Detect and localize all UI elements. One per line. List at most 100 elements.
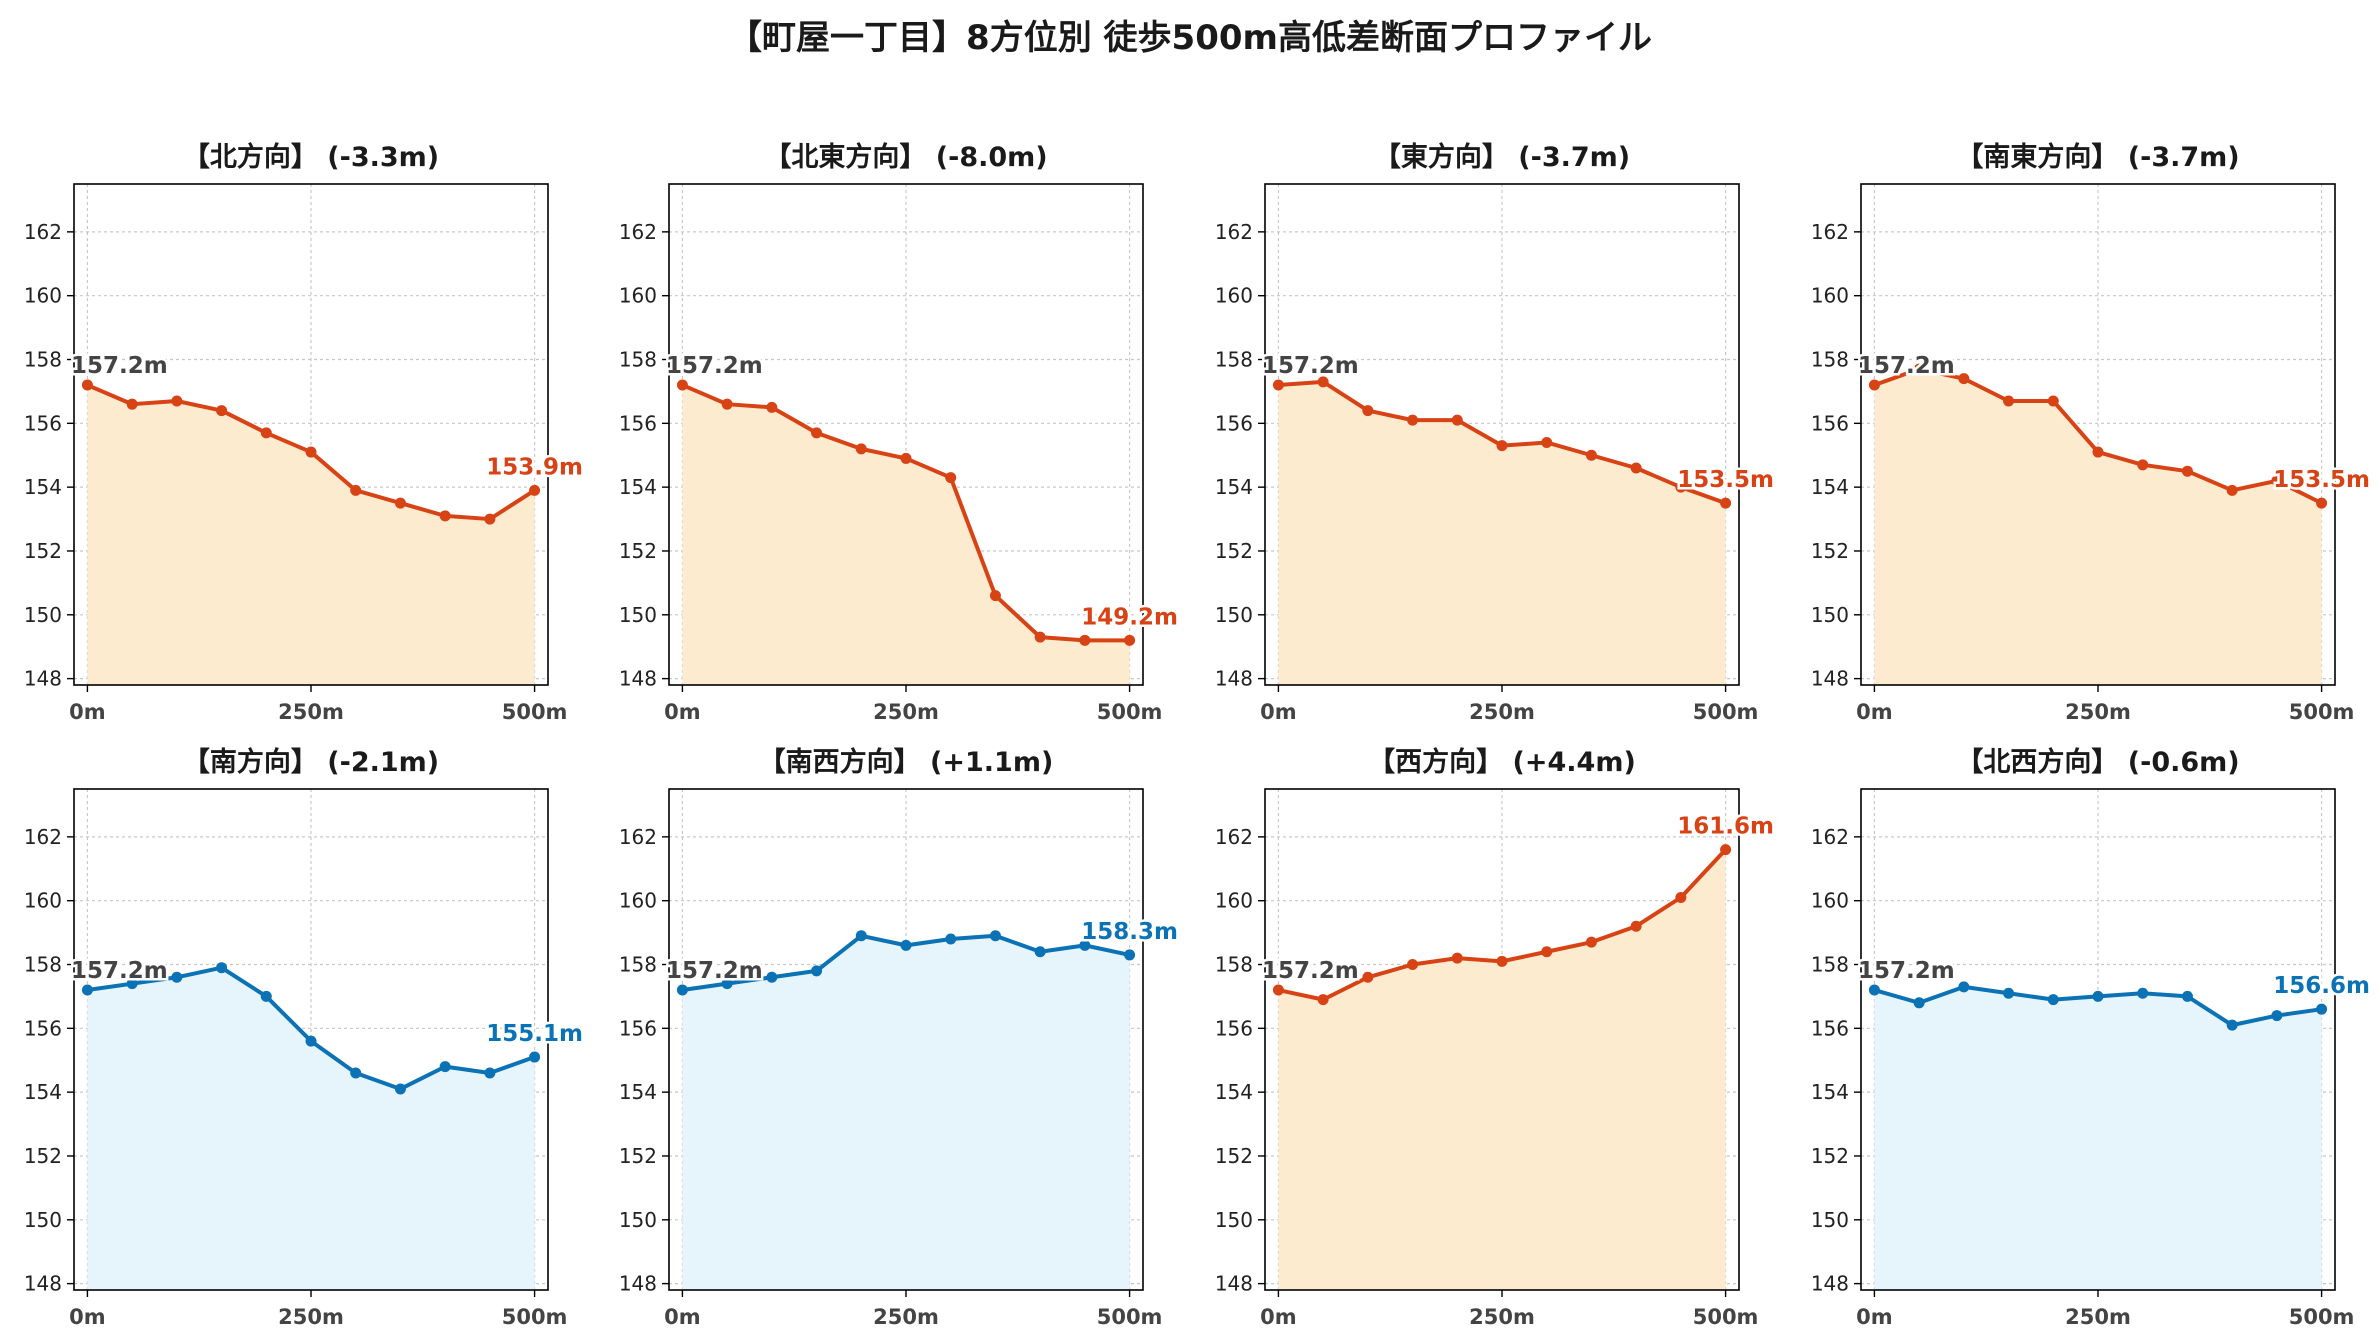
start-value-label: 157.2m — [71, 353, 168, 379]
data-point — [439, 510, 451, 522]
data-point — [2092, 446, 2104, 458]
data-point — [2092, 990, 2104, 1002]
start-value-label: 157.2m — [1858, 353, 1955, 379]
x-tick-label: 500m — [1097, 700, 1163, 724]
y-tick-label: 152 — [1215, 539, 1253, 563]
data-point — [1362, 405, 1374, 417]
data-point — [216, 405, 228, 417]
y-tick-label: 154 — [24, 1080, 62, 1104]
x-tick-label: 500m — [502, 1305, 568, 1329]
y-tick-label: 148 — [619, 1272, 657, 1296]
panel-6: 【西方向】 (+4.4m) 148 150 152 154 156 158 160 162 0m 2… — [1215, 746, 1777, 1329]
data-point — [484, 513, 496, 525]
data-point — [350, 484, 362, 496]
data-point — [2137, 987, 2149, 999]
data-point — [394, 1083, 406, 1095]
data-point — [350, 1067, 362, 1079]
y-tick-label: 148 — [1215, 667, 1253, 691]
y-tick-label: 148 — [619, 667, 657, 691]
x-tick-label: 0m — [1856, 700, 1893, 724]
data-point — [2226, 1019, 2238, 1031]
data-point — [2181, 990, 2193, 1002]
x-tick-label: 500m — [502, 700, 568, 724]
y-tick-label: 150 — [1811, 1208, 1849, 1232]
y-tick-label: 154 — [619, 1080, 657, 1104]
x-tick-label: 0m — [69, 1305, 106, 1329]
data-point — [81, 379, 93, 391]
y-tick-label: 154 — [1215, 1080, 1253, 1104]
y-tick-label: 160 — [1215, 284, 1253, 308]
data-point — [1451, 952, 1463, 964]
data-point — [484, 1067, 496, 1079]
data-point — [1124, 949, 1136, 961]
data-point — [989, 590, 1001, 602]
y-tick-label: 152 — [1811, 539, 1849, 563]
x-tick-label: 500m — [1693, 1305, 1759, 1329]
y-tick-label: 160 — [1811, 284, 1849, 308]
x-tick-label: 0m — [69, 700, 106, 724]
y-tick-label: 160 — [24, 889, 62, 913]
data-point — [126, 978, 138, 990]
y-tick-label: 152 — [619, 539, 657, 563]
data-point — [989, 930, 1001, 942]
data-point — [394, 497, 406, 509]
data-point — [1720, 497, 1732, 509]
panel-2: 【東方向】 (-3.7m) 148 150 152 154 156 158 160 162 0m 2… — [1215, 141, 1777, 724]
y-tick-label: 148 — [24, 1272, 62, 1296]
start-value-label: 157.2m — [1262, 958, 1359, 984]
data-point — [1317, 376, 1329, 388]
x-tick-label: 500m — [2289, 1305, 2355, 1329]
x-tick-label: 0m — [664, 700, 701, 724]
y-tick-label: 154 — [1215, 475, 1253, 499]
panel-title: 【北方向】 (-3.3m) — [183, 141, 439, 173]
x-tick-label: 500m — [1097, 1305, 1163, 1329]
y-tick-label: 150 — [619, 1208, 657, 1232]
x-tick-label: 500m — [1693, 700, 1759, 724]
y-tick-label: 152 — [24, 1144, 62, 1168]
y-tick-label: 158 — [619, 953, 657, 977]
data-point — [171, 971, 183, 983]
y-tick-label: 156 — [1215, 1016, 1253, 1040]
y-tick-label: 154 — [619, 475, 657, 499]
end-value-label: 161.6m — [1677, 814, 1774, 840]
data-point — [260, 427, 272, 439]
data-point — [81, 984, 93, 996]
y-tick-label: 154 — [1811, 475, 1849, 499]
data-point — [1496, 440, 1508, 452]
y-tick-label: 152 — [24, 539, 62, 563]
y-tick-label: 162 — [619, 825, 657, 849]
panel-title: 【北東方向】 (-8.0m) — [764, 141, 1047, 173]
data-point — [945, 933, 957, 945]
data-point — [305, 446, 317, 458]
end-value-label: 153.5m — [2273, 467, 2370, 493]
data-point — [1362, 971, 1374, 983]
y-tick-label: 152 — [1215, 1144, 1253, 1168]
data-point — [1913, 997, 1925, 1009]
panel-title: 【東方向】 (-3.7m) — [1374, 141, 1630, 173]
panel-0: 【北方向】 (-3.3m) 148 150 152 154 156 158 160 162 0m 2… — [24, 141, 586, 724]
y-tick-label: 162 — [24, 220, 62, 244]
x-tick-label: 250m — [1469, 700, 1535, 724]
y-tick-label: 150 — [1215, 603, 1253, 627]
x-tick-label: 250m — [1469, 1305, 1535, 1329]
data-point — [126, 398, 138, 410]
data-point — [2226, 484, 2238, 496]
data-point — [171, 395, 183, 407]
data-point — [2271, 1010, 2283, 1022]
data-point — [2047, 994, 2059, 1006]
y-tick-label: 158 — [619, 348, 657, 372]
y-tick-label: 148 — [1811, 1272, 1849, 1296]
x-tick-label: 250m — [278, 700, 344, 724]
end-value-label: 153.5m — [1677, 467, 1774, 493]
area-fill — [1874, 369, 2322, 685]
y-tick-label: 160 — [1811, 889, 1849, 913]
y-tick-label: 162 — [1215, 825, 1253, 849]
x-tick-label: 250m — [278, 1305, 344, 1329]
start-value-label: 157.2m — [666, 958, 763, 984]
panel-title: 【南西方向】 (+1.1m) — [759, 746, 1054, 778]
y-tick-label: 158 — [1215, 348, 1253, 372]
start-value-label: 157.2m — [1858, 958, 1955, 984]
y-tick-label: 160 — [619, 284, 657, 308]
y-tick-label: 154 — [1811, 1080, 1849, 1104]
